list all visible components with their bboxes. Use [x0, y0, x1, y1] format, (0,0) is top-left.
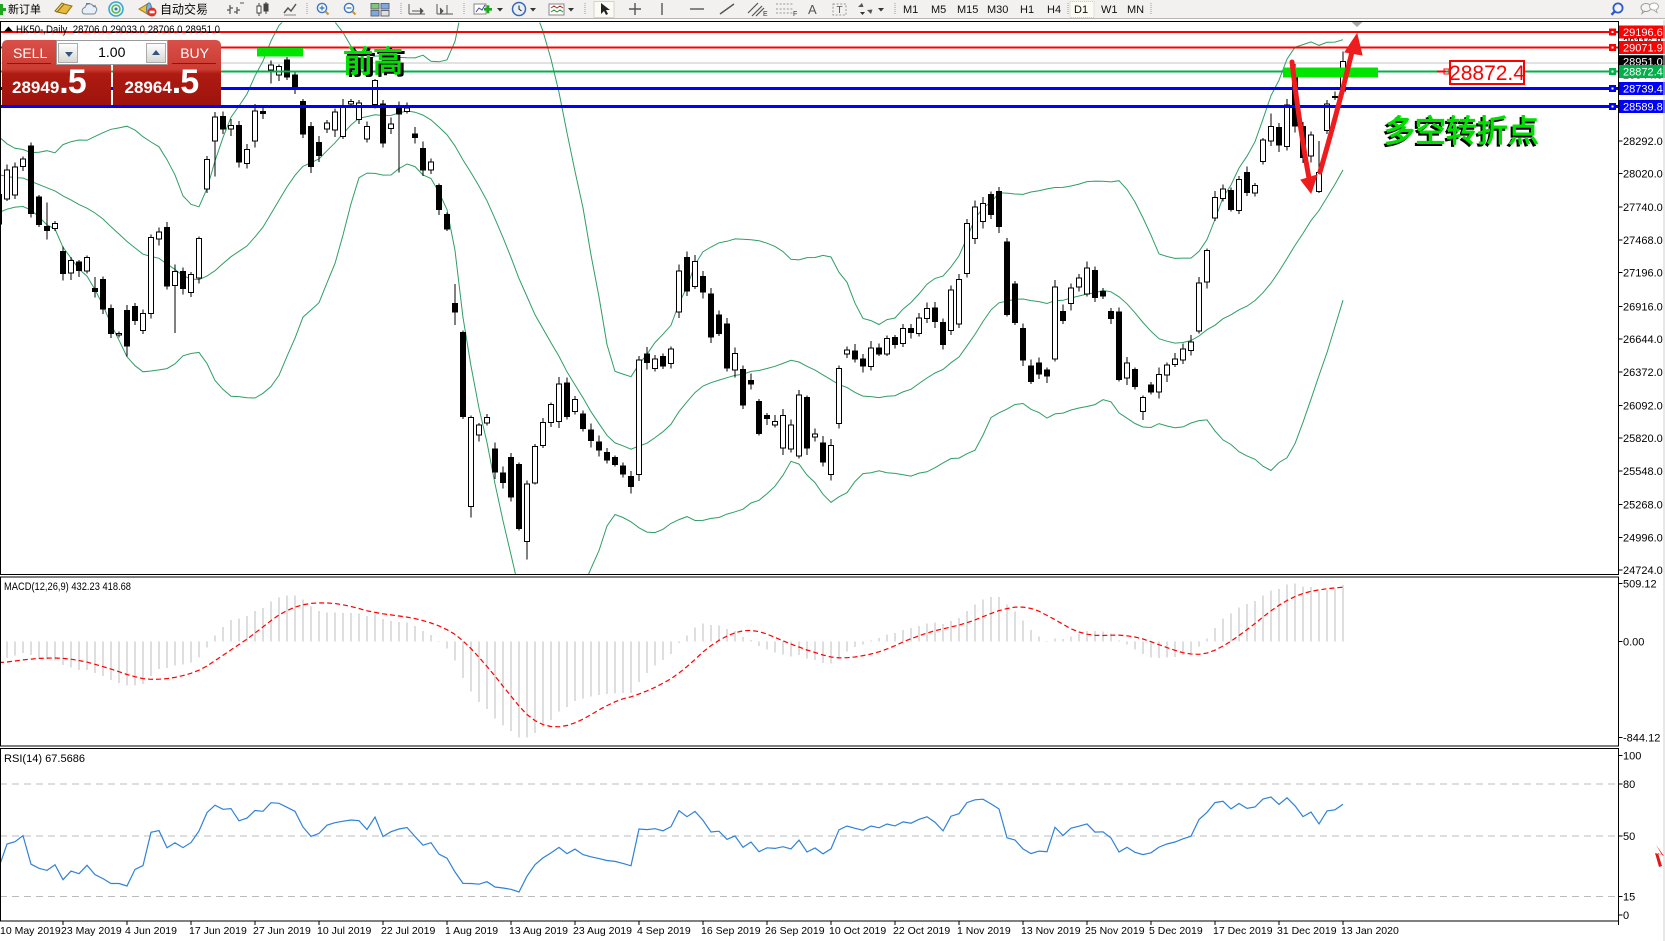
- svg-text:16 Sep 2019: 16 Sep 2019: [701, 925, 761, 937]
- svg-text:28872.4: 28872.4: [1449, 62, 1525, 85]
- svg-text:-844.12: -844.12: [1623, 732, 1660, 744]
- svg-text:0.00: 0.00: [1623, 637, 1644, 649]
- svg-text:26092.0: 26092.0: [1623, 401, 1663, 413]
- svg-text:28020.0: 28020.0: [1623, 169, 1663, 181]
- svg-text:29196.6: 29196.6: [1623, 27, 1663, 39]
- svg-text:HK50-,Daily 28706.0 29033.0 2: HK50-,Daily 28706.0 29033.0 28706.0 2895…: [16, 24, 220, 36]
- svg-text:27196.0: 27196.0: [1623, 268, 1663, 280]
- svg-text:T: T: [837, 5, 843, 16]
- svg-text:28739.4: 28739.4: [1623, 84, 1663, 96]
- svg-text:RSI(14) 67.5686: RSI(14) 67.5686: [4, 753, 85, 765]
- svg-text:24724.0: 24724.0: [1623, 565, 1663, 577]
- svg-text:5 Dec 2019: 5 Dec 2019: [1149, 925, 1203, 937]
- svg-text:M1: M1: [903, 4, 918, 16]
- svg-text:H1: H1: [1020, 4, 1034, 16]
- svg-text:100: 100: [1623, 750, 1641, 762]
- svg-text:13 Jan 2020: 13 Jan 2020: [1341, 925, 1399, 937]
- svg-text:新订单: 新订单: [8, 2, 41, 16]
- svg-text:MACD(12,26,9) 432.23 418.68: MACD(12,26,9) 432.23 418.68: [4, 581, 131, 593]
- svg-text:4 Sep 2019: 4 Sep 2019: [637, 925, 691, 937]
- svg-text:MN: MN: [1127, 4, 1144, 16]
- svg-text:M5: M5: [931, 4, 946, 16]
- svg-text:27 Jun 2019: 27 Jun 2019: [253, 925, 311, 937]
- svg-text:80: 80: [1623, 779, 1635, 791]
- svg-text:31 Dec 2019: 31 Dec 2019: [1277, 925, 1337, 937]
- svg-text:13 Aug 2019: 13 Aug 2019: [509, 925, 568, 937]
- svg-text:10 Oct 2019: 10 Oct 2019: [829, 925, 886, 937]
- svg-text:509.12: 509.12: [1623, 579, 1657, 591]
- svg-text:25548.0: 25548.0: [1623, 466, 1663, 478]
- svg-text:M15: M15: [957, 4, 978, 16]
- svg-text:25 Nov 2019: 25 Nov 2019: [1085, 925, 1145, 937]
- svg-text:24996.0: 24996.0: [1623, 532, 1663, 544]
- svg-text:10 May 2019: 10 May 2019: [0, 925, 61, 937]
- svg-text:E: E: [763, 11, 768, 18]
- svg-text:22 Jul 2019: 22 Jul 2019: [381, 925, 435, 937]
- svg-text:26372.0: 26372.0: [1623, 367, 1663, 379]
- svg-text:1 Nov 2019: 1 Nov 2019: [957, 925, 1011, 937]
- svg-text:23 May 2019: 23 May 2019: [61, 925, 122, 937]
- svg-text:27468.0: 27468.0: [1623, 235, 1663, 247]
- svg-text:1 Aug 2019: 1 Aug 2019: [445, 925, 498, 937]
- svg-text:17 Jun 2019: 17 Jun 2019: [189, 925, 247, 937]
- svg-text:27740.0: 27740.0: [1623, 202, 1663, 214]
- svg-text:M30: M30: [987, 4, 1008, 16]
- svg-text:F: F: [793, 11, 797, 18]
- svg-text:10 Jul 2019: 10 Jul 2019: [317, 925, 371, 937]
- svg-text:26 Sep 2019: 26 Sep 2019: [765, 925, 825, 937]
- svg-text:15: 15: [1623, 892, 1635, 904]
- svg-text:W1: W1: [1101, 4, 1118, 16]
- svg-text:26916.0: 26916.0: [1623, 301, 1663, 313]
- svg-text:25820.0: 25820.0: [1623, 433, 1663, 445]
- svg-text:13 Nov 2019: 13 Nov 2019: [1021, 925, 1081, 937]
- svg-text:28589.8: 28589.8: [1623, 102, 1663, 114]
- svg-text:28292.0: 28292.0: [1623, 136, 1663, 148]
- svg-text:D1: D1: [1074, 4, 1088, 16]
- svg-text:26644.0: 26644.0: [1623, 334, 1663, 346]
- svg-text:28872.4: 28872.4: [1623, 67, 1663, 79]
- svg-text:A: A: [808, 2, 817, 17]
- svg-text:17 Dec 2019: 17 Dec 2019: [1213, 925, 1273, 937]
- svg-text:H4: H4: [1047, 4, 1061, 16]
- svg-text:23 Aug 2019: 23 Aug 2019: [573, 925, 632, 937]
- svg-text:22 Oct 2019: 22 Oct 2019: [893, 925, 950, 937]
- svg-text:29071.9: 29071.9: [1623, 43, 1663, 55]
- svg-text:0: 0: [1623, 910, 1629, 922]
- svg-text:25268.0: 25268.0: [1623, 500, 1663, 512]
- svg-text:50: 50: [1623, 831, 1635, 843]
- svg-text:4 Jun 2019: 4 Jun 2019: [125, 925, 177, 937]
- svg-text:自动交易: 自动交易: [160, 2, 208, 17]
